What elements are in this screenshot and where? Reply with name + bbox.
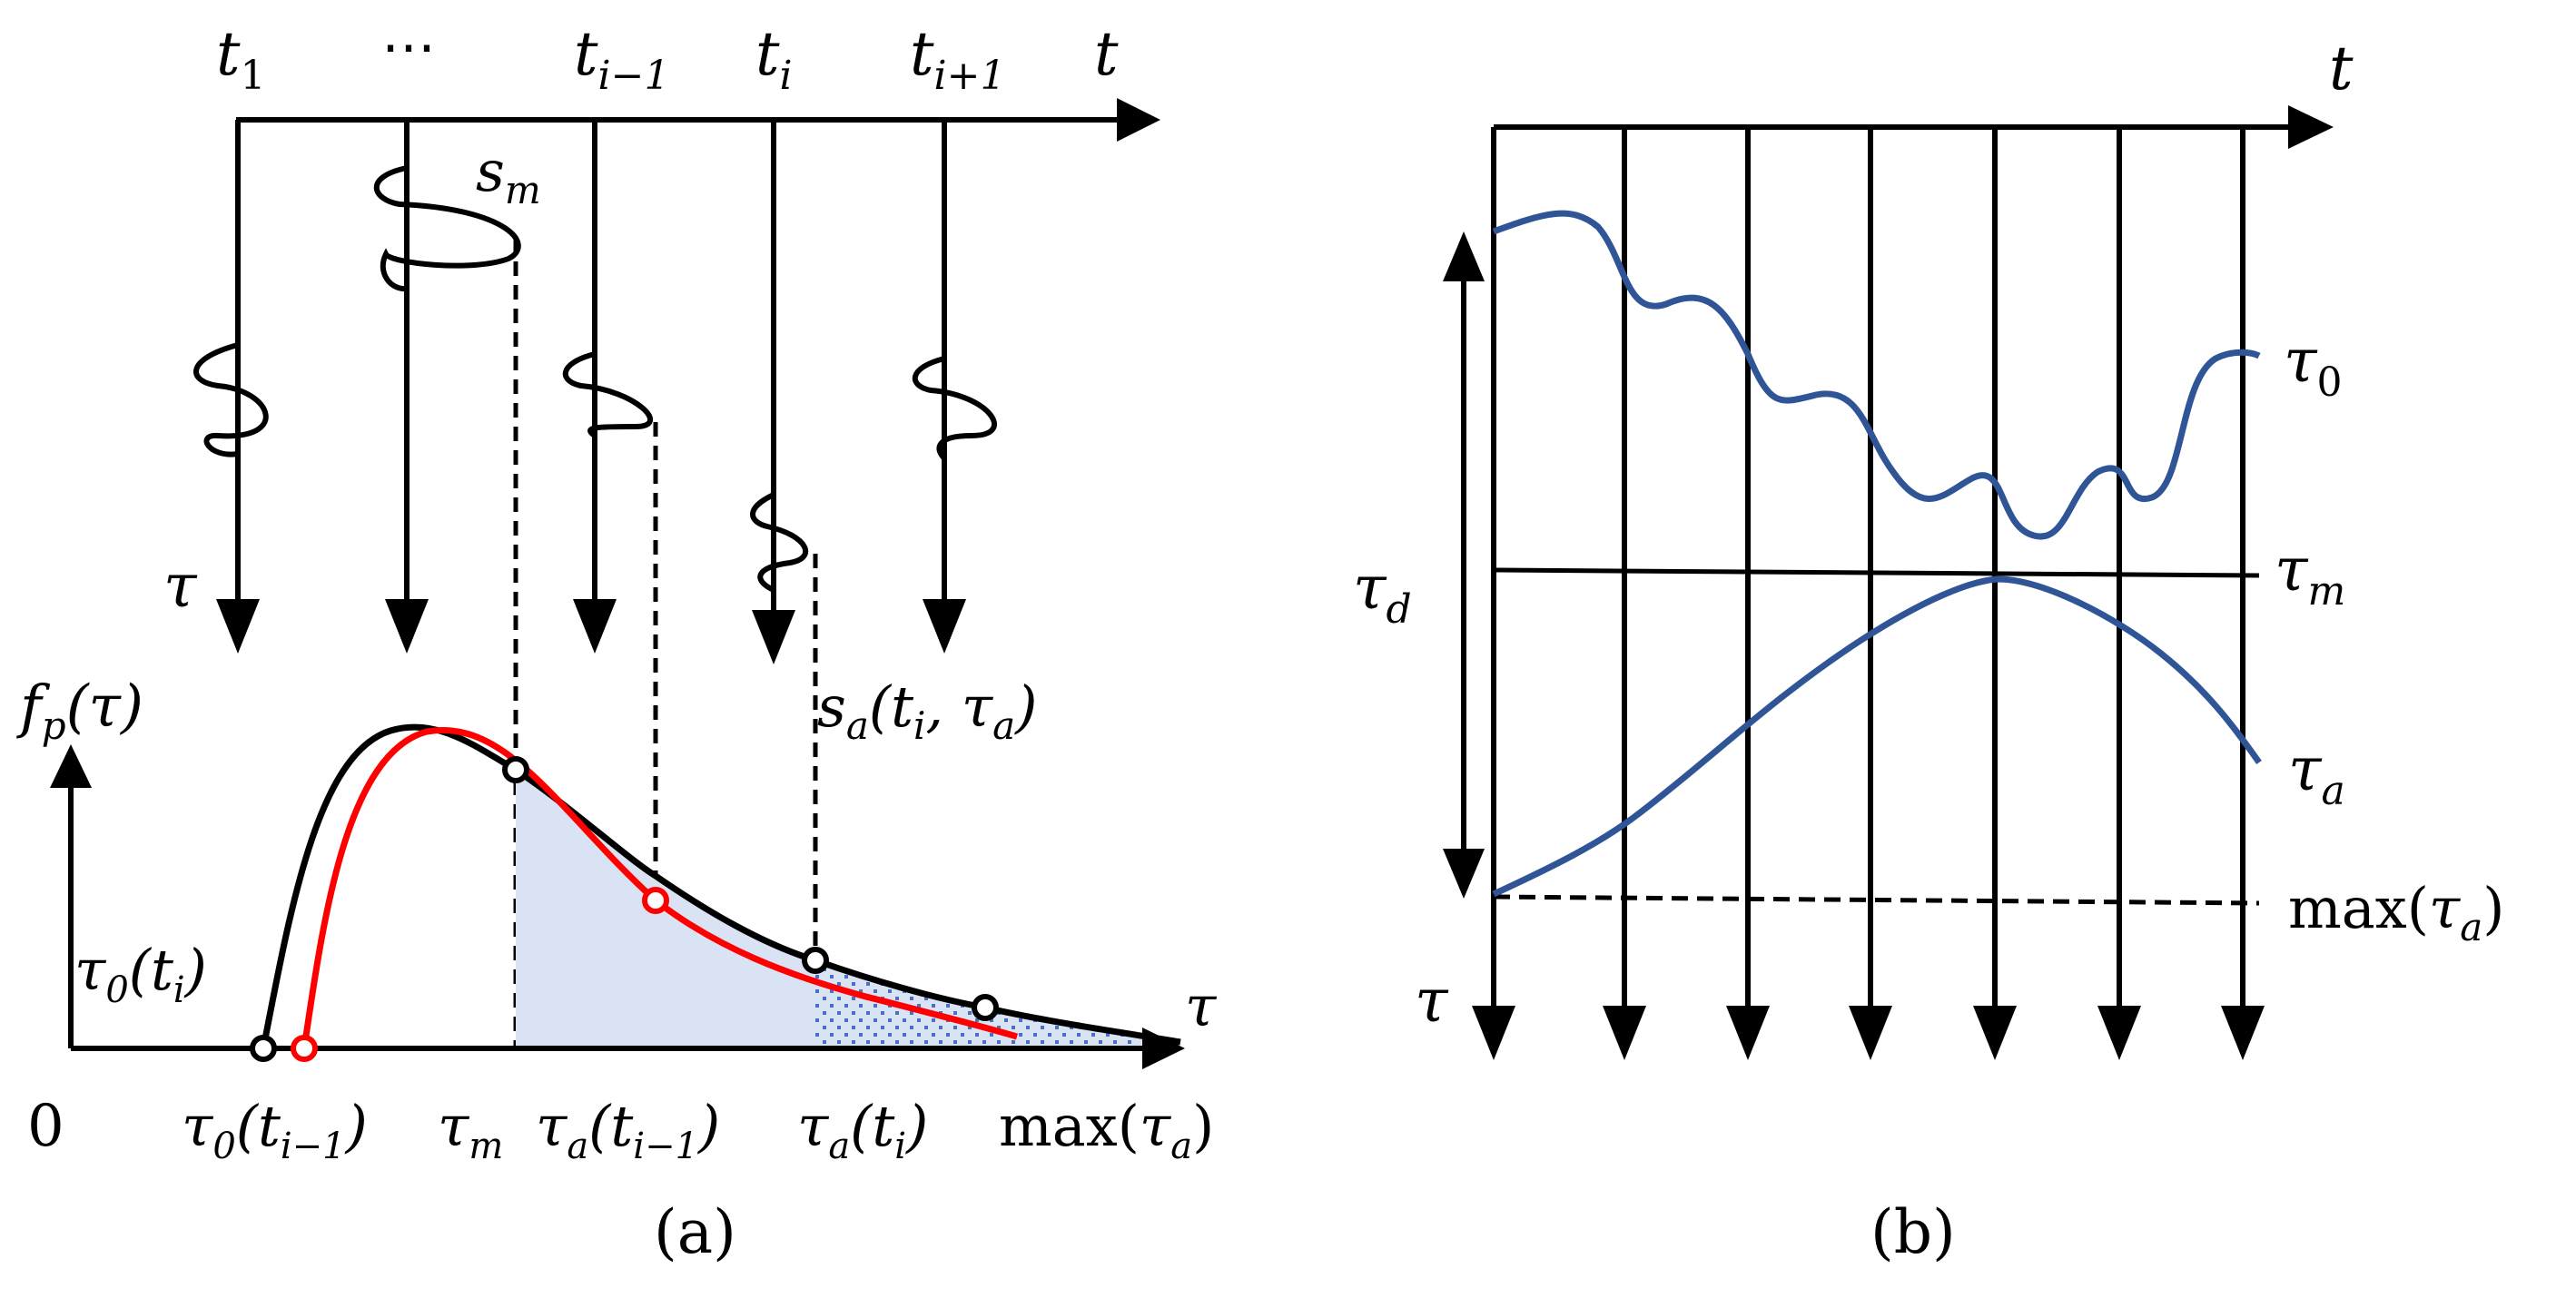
tau-m-line bbox=[1493, 567, 2260, 578]
delay-axis-label: τ bbox=[163, 551, 198, 621]
pulse-sm bbox=[373, 165, 521, 292]
delay-arrowhead-b-2 bbox=[1603, 1006, 1646, 1060]
pdf-curve-red bbox=[301, 727, 1019, 1049]
tick-label-ti: ti bbox=[755, 19, 793, 99]
delay-arrows-b bbox=[1472, 127, 2265, 1060]
taua-label: τa bbox=[2288, 734, 2345, 814]
origin-label: 0 bbox=[27, 1093, 64, 1160]
curve-markers bbox=[250, 756, 999, 1062]
time-axis-label: t bbox=[1094, 19, 1119, 89]
tick-label-ellipsis: ⋯ bbox=[381, 15, 436, 79]
delay-arrowhead-3 bbox=[573, 599, 617, 654]
marker-tau0-tim1 bbox=[291, 1035, 318, 1062]
sa-label: sa(ti, τa) bbox=[817, 674, 1037, 748]
caption-b: (b) bbox=[1870, 1197, 1956, 1267]
delay-arrowhead-b-3 bbox=[1726, 1006, 1770, 1060]
bottom-tick-labels: τ0(ti−1) τm τa(ti−1) τa(ti) max(τa) bbox=[182, 1093, 1214, 1167]
delay-arrowhead-b-4 bbox=[1849, 1006, 1892, 1060]
delay-arrowhead-2 bbox=[385, 599, 429, 654]
pdf-vertical-axis-arrowhead bbox=[50, 744, 92, 788]
max-label-b: max(τa) bbox=[2288, 875, 2504, 949]
delay-axis-label-b: τ bbox=[1415, 966, 1449, 1036]
time-axis-b-arrowhead bbox=[2288, 105, 2334, 149]
time-axis-label-b: t bbox=[2329, 34, 2354, 103]
delay-arrowhead-5 bbox=[923, 599, 966, 654]
sm-label: sm bbox=[476, 138, 541, 212]
time-axis-arrowhead bbox=[1117, 98, 1160, 142]
marker-tau-m bbox=[502, 756, 529, 783]
taud-label: τd bbox=[1353, 553, 1412, 633]
delay-arrowhead-b-6 bbox=[2097, 1006, 2141, 1060]
taua-curve bbox=[1492, 575, 2262, 898]
label-taua-ti: τa(ti) bbox=[797, 1093, 928, 1167]
pulses bbox=[193, 165, 997, 593]
delay-arrowhead-4 bbox=[752, 610, 795, 664]
tau0-ti-label: τ0(ti) bbox=[74, 937, 207, 1011]
delay-arrowhead-1 bbox=[216, 599, 260, 654]
marker-max-taua bbox=[972, 994, 999, 1021]
pulse-tim1 bbox=[562, 351, 653, 438]
taum-label: τm bbox=[2275, 535, 2345, 615]
label-max-taua: max(τa) bbox=[999, 1093, 1214, 1167]
delay-arrows bbox=[216, 120, 966, 664]
marker-tau0-ti bbox=[250, 1035, 277, 1062]
panel-b: t τ0 τm τa τd max(τa) τ (b) bbox=[1353, 34, 2504, 1267]
tau-d-arrowhead-bottom bbox=[1443, 849, 1485, 899]
marker-taua-ti bbox=[802, 947, 829, 974]
max-taua-line bbox=[1493, 894, 2260, 906]
marker-taua-tim1 bbox=[642, 887, 669, 914]
delay-arrowhead-b-5 bbox=[1973, 1006, 2017, 1060]
tau0-curve bbox=[1492, 210, 2261, 540]
delay-arrowhead-b-7 bbox=[2221, 1006, 2265, 1060]
label-taua-tim1: τa(ti−1) bbox=[536, 1093, 720, 1167]
pulse-t1 bbox=[193, 342, 269, 457]
delay-arrowhead-b-1 bbox=[1472, 1006, 1515, 1060]
tau-d-arrowhead-top bbox=[1443, 231, 1485, 281]
tick-label-t1: t1 bbox=[216, 19, 266, 99]
label-tau0-tim1: τ0(ti−1) bbox=[182, 1093, 368, 1167]
pdf-tau-axis-label: τ bbox=[1185, 973, 1218, 1039]
pulse-ti1 bbox=[912, 356, 997, 461]
tau0-label: τ0 bbox=[2284, 326, 2343, 406]
caption-a: (a) bbox=[654, 1197, 736, 1267]
pulse-ti bbox=[750, 492, 809, 593]
tick-label-tim1: ti−1 bbox=[574, 19, 669, 99]
pdf-label: fp(τ) bbox=[16, 674, 143, 748]
tick-label-ti1: ti+1 bbox=[910, 19, 1005, 99]
label-tau-m: τm bbox=[438, 1093, 503, 1167]
panel-a: t t1 ⋯ ti−1 ti ti+1 sm τ sa(ti, τa) fp(τ… bbox=[16, 15, 1218, 1267]
